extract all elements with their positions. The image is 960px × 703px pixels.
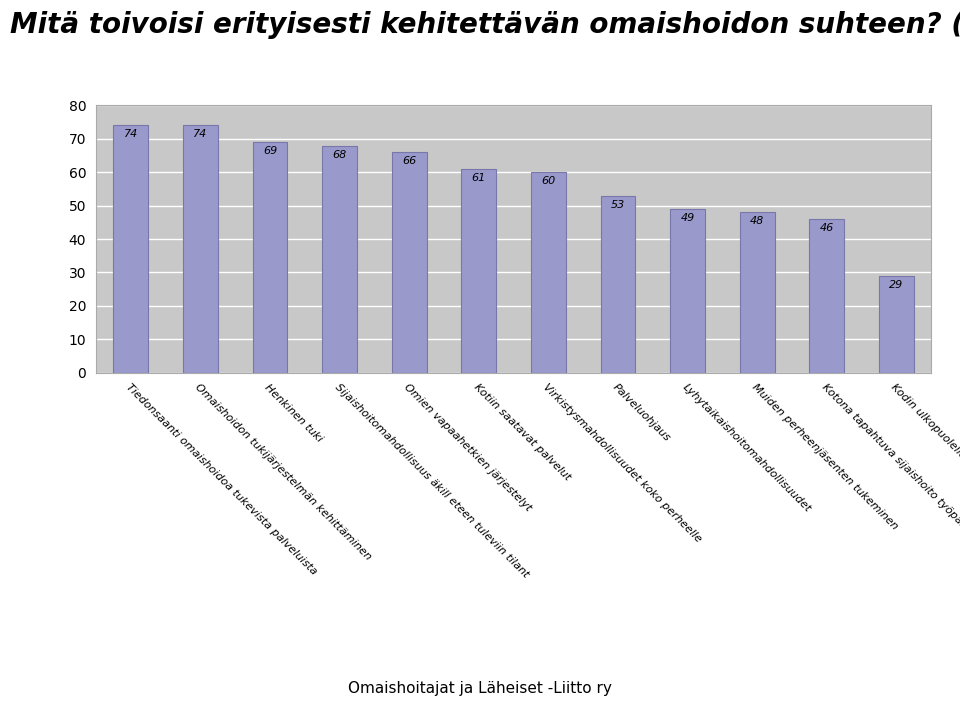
Text: 68: 68 <box>332 150 347 160</box>
Bar <box>879 276 914 373</box>
Text: 60: 60 <box>541 176 556 186</box>
Text: 53: 53 <box>611 200 625 209</box>
Bar <box>113 125 148 373</box>
Bar <box>252 142 287 373</box>
Text: 46: 46 <box>820 223 834 233</box>
Bar <box>462 169 496 373</box>
Text: 61: 61 <box>471 173 486 183</box>
Bar <box>670 209 705 373</box>
Text: 48: 48 <box>750 217 764 226</box>
Text: Omaishoitajat ja Läheiset -Liitto ry: Omaishoitajat ja Läheiset -Liitto ry <box>348 681 612 696</box>
Bar <box>740 212 775 373</box>
Text: 74: 74 <box>124 129 138 139</box>
Text: Mitä toivoisi erityisesti kehitettävän omaishoidon suhteen? (%): Mitä toivoisi erityisesti kehitettävän o… <box>10 11 960 39</box>
Text: 66: 66 <box>402 156 417 166</box>
Bar <box>809 219 844 373</box>
Bar <box>601 195 636 373</box>
Bar <box>531 172 565 373</box>
Text: 74: 74 <box>193 129 207 139</box>
Text: 29: 29 <box>889 280 903 290</box>
Text: 69: 69 <box>263 146 277 156</box>
Bar <box>323 146 357 373</box>
Bar <box>392 153 426 373</box>
Text: 49: 49 <box>681 213 695 223</box>
Bar <box>183 125 218 373</box>
